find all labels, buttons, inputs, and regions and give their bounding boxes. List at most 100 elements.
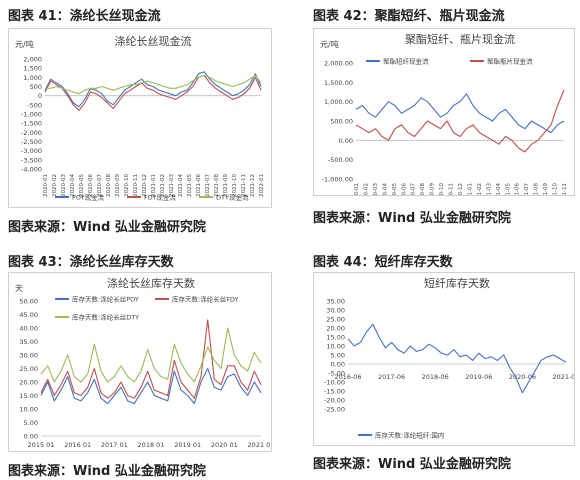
- legend-label: 库存天数:涤纶短纤:国内: [375, 431, 444, 440]
- series-line-1: [347, 323, 567, 394]
- y-tick-label: 15.00: [326, 334, 345, 342]
- x-tick-label: 2020-10: [439, 183, 445, 195]
- y-tick-label: -25.00: [324, 406, 345, 414]
- x-tick-label: 2021-03: [486, 183, 492, 195]
- x-tick-label: 2017 01: [101, 441, 128, 449]
- y-axis-unit: 天: [15, 284, 23, 293]
- x-tick-label: 2021-04: [496, 183, 502, 195]
- legend-label: 聚酯瓶片现金流: [487, 57, 533, 66]
- x-tick-label: 2020-05: [392, 183, 398, 195]
- chart-title: 涤纶长丝库存天数: [107, 276, 195, 290]
- legend-label: 库存天数:涤纶长丝FDY: [172, 295, 239, 304]
- x-tick-label: 2015 01: [28, 441, 55, 449]
- y-tick-label: 500.00: [330, 118, 353, 126]
- y-tick-label: -15.00: [324, 388, 345, 396]
- y-tick-label: 25.00: [326, 316, 345, 324]
- y-tick-label: 0.00: [339, 137, 353, 145]
- y-tick-label: -1,000.00: [322, 176, 353, 184]
- legend-label: DTY现金流: [216, 193, 249, 202]
- y-tick-label: 2,000.00: [324, 60, 353, 68]
- x-tick-label: 2020-01: [43, 174, 49, 197]
- chart-4: 短纤库存天数 35.0030.0025.0020.0015.0010.005.00…: [324, 276, 574, 440]
- y-tick-label: 25.00: [19, 365, 38, 373]
- legend-label: 聚酯短纤现金流: [383, 57, 429, 66]
- x-tick-label: 2020-12: [142, 174, 148, 197]
- x-tick-label: 2019 01: [174, 441, 201, 449]
- y-tick-label: -5.00: [328, 370, 345, 378]
- x-tick-label: 2017-06: [378, 373, 405, 381]
- x-tick-label: 2021-03: [169, 174, 175, 197]
- y-tick-label: 45.00: [19, 311, 38, 319]
- y-tick-label: -4,000: [21, 166, 42, 174]
- x-tick-label: 2020-09: [430, 183, 436, 195]
- x-tick-label: 2021-10: [553, 183, 559, 195]
- y-tick-label: -3,000: [21, 147, 42, 155]
- x-tick-label: 2021-06: [196, 174, 202, 197]
- y-tick-label: 35.00: [19, 338, 38, 346]
- legend-label: 库存天数:涤纶长丝POY: [72, 295, 139, 304]
- y-tick-label: -1,500: [21, 120, 42, 128]
- x-tick-label: 2021-09: [223, 174, 229, 197]
- panel-3-title: 图表 43：涤纶长丝库存天数: [8, 255, 174, 270]
- y-tick-label: 15.00: [19, 392, 38, 400]
- x-tick-label: 2021-12: [250, 174, 256, 197]
- x-tick-label: 2020-07: [97, 174, 103, 197]
- chart-3-frame: 涤纶长丝库存天数天 50.00 45.00 40.00 35.00 30.00 25.00 2…: [8, 272, 272, 452]
- x-tick-label: 2021-01: [467, 183, 473, 195]
- x-tick-label: 2020-07: [411, 183, 417, 195]
- y-axis-unit: 元/吨: [320, 39, 339, 49]
- panel-2-title: 图表 42：聚酯短纤、瓶片现金流: [313, 9, 505, 24]
- legend-label: 库存天数:涤纶长丝DTY: [72, 313, 139, 322]
- x-tick-label: 2021-07: [205, 174, 211, 197]
- chart-2-frame: 聚酯短纤、瓶片现金流 元/吨 2,000.00 1,500.00 1,000.00 500…: [313, 28, 575, 196]
- y-tick-label: 10.00: [19, 406, 38, 414]
- x-tick-label: 2021-01: [151, 174, 157, 197]
- chart-title: 涤纶长丝现金流: [115, 34, 192, 48]
- x-tick-label: 2020-09: [115, 174, 121, 197]
- x-tick-label: 2020-06: [401, 183, 407, 195]
- chart-1-frame: 涤纶长丝现金流 元/吨 2,000 1,500 1,000 500 0 -500 -1,000-…: [8, 28, 272, 208]
- x-tick-label: 2016 01: [64, 441, 91, 449]
- y-tick-label: 40.00: [19, 325, 38, 333]
- y-tick-label: 1,000.00: [324, 98, 353, 106]
- x-tick-label: 2021-11: [562, 183, 568, 195]
- y-tick-label: 20.00: [326, 325, 345, 333]
- x-tick-label: 2021-05: [505, 183, 511, 195]
- panel-3-source: 图表来源：Wind 弘业金融研究院: [8, 464, 206, 479]
- chart-1: 涤纶长丝现金流元/吨2,0001,5001,0005000-500-1,000-…: [15, 34, 265, 202]
- x-tick-label: 2020-06: [88, 174, 94, 197]
- x-tick-label: 2018 01: [138, 441, 165, 449]
- x-tick-label: 2020-04: [382, 183, 388, 195]
- x-tick-label: 2020-03: [373, 183, 379, 195]
- x-tick-label: 2020-11: [133, 174, 139, 197]
- x-tick-label: 2021 01: [248, 441, 271, 449]
- y-tick-label: 20.00: [19, 379, 38, 387]
- x-tick-label: 2021-08: [534, 183, 540, 195]
- x-tick-label: 2020-05: [79, 174, 85, 197]
- series-line-2: [40, 319, 262, 399]
- x-tick-label: 2020-08: [420, 183, 426, 195]
- y-tick-label: -10.00: [324, 379, 345, 387]
- x-tick-label: 2019-06: [465, 373, 492, 381]
- x-tick-label: 2020 01: [211, 441, 238, 449]
- legend-label: FDY现金流: [144, 193, 176, 202]
- panel-4-title: 图表 44：短纤库存天数: [313, 255, 453, 270]
- x-tick-label: 2021-07: [524, 183, 530, 195]
- panel-1-source: 图表来源：Wind 弘业金融研究院: [8, 220, 206, 235]
- y-tick-label: 500: [30, 83, 42, 91]
- x-tick-label: 2021-10: [232, 174, 238, 197]
- x-tick-label: 2020-12: [458, 183, 464, 195]
- series-line-2: [355, 89, 565, 153]
- y-tick-label: 0.00: [24, 433, 38, 441]
- y-tick-label: -3,500: [21, 156, 42, 164]
- y-tick-label: 0: [38, 92, 42, 100]
- x-tick-label: 2020-03: [61, 174, 67, 197]
- x-tick-label: 2022-01: [259, 174, 265, 197]
- y-tick-label: 1,000: [23, 74, 42, 82]
- legend-label: POY现金流: [72, 193, 105, 202]
- x-tick-label: 2021-05: [187, 174, 193, 197]
- x-tick-label: 2021-02: [477, 183, 483, 195]
- x-tick-label: 2020-10: [124, 174, 130, 197]
- y-tick-label: 5.00: [24, 419, 38, 427]
